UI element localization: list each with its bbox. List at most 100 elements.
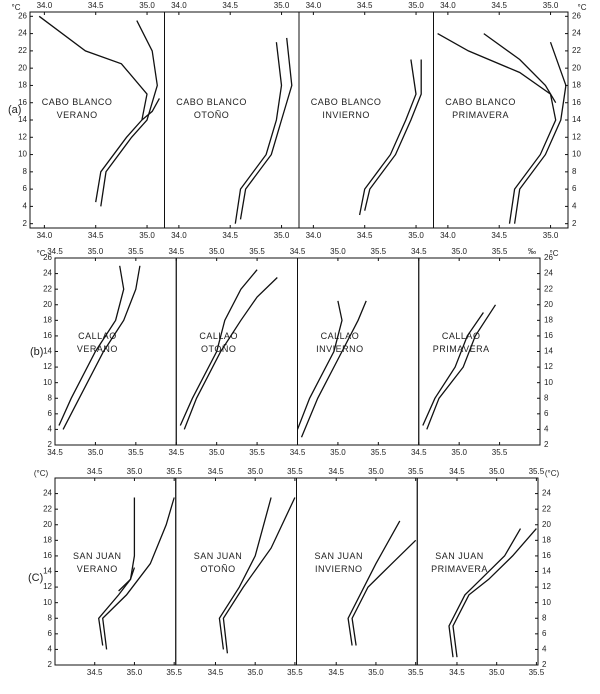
x-tick-label: 35.5 (492, 247, 508, 256)
y-tick-label: 8 (48, 393, 53, 402)
panel-title: SAN JUAN (194, 551, 243, 561)
x-tick-label: 34.5 (328, 467, 344, 476)
y-tick-label: 20 (544, 300, 553, 309)
x-tick-label: 35.5 (529, 467, 545, 476)
y-tick-label: 2 (572, 219, 577, 228)
x-tick-label: 35.5 (249, 448, 265, 457)
panel-frame (164, 11, 300, 229)
y-tick-label: 2 (48, 660, 53, 669)
y-tick-label: 12 (18, 132, 27, 141)
curves (98, 497, 175, 650)
x-tick-label: 34.5 (88, 1, 104, 10)
y-tick-label: 8 (542, 613, 547, 622)
y-axis-label: °C (37, 249, 46, 258)
x-tick-label: 35.5 (408, 467, 424, 476)
y-tick-label: 10 (43, 598, 52, 607)
x-tick-label: 35.5 (128, 247, 144, 256)
y-tick-label: 2 (544, 440, 549, 449)
x-tick-label: 34.5 (88, 231, 104, 240)
y-axis-label: (°C) (545, 469, 560, 478)
y-tick-label: 24 (572, 29, 581, 38)
y-tick-label: 20 (43, 300, 52, 309)
x-tick-label: 35.5 (249, 247, 265, 256)
x-tick-label: 35.0 (408, 231, 424, 240)
y-tick-label: 18 (43, 315, 52, 324)
y-tick-label: 20 (18, 63, 27, 72)
y-tick-label: 10 (544, 378, 553, 387)
curves (179, 269, 278, 430)
y-tick-label: 4 (572, 202, 577, 211)
x-tick-label: 34.5 (222, 1, 238, 10)
x-tick-label: 34.5 (87, 668, 103, 677)
panel-title: CABO BLANCO (311, 97, 382, 107)
panel-title: SAN JUAN (73, 551, 122, 561)
x-tick-label: 35.0 (330, 247, 346, 256)
ts-curve (426, 304, 497, 430)
y-tick-label: 4 (48, 425, 53, 434)
row-label: (a) (8, 104, 21, 116)
y-tick-label: 12 (43, 362, 52, 371)
x-tick-label: 34.5 (357, 1, 373, 10)
y-tick-label: 12 (43, 582, 52, 591)
y-tick-label: 6 (572, 184, 577, 193)
panel-subtitle: INVIERNO (315, 564, 363, 574)
y-tick-label: 14 (43, 567, 52, 576)
y-tick-label: 18 (43, 535, 52, 544)
y-tick-label: 6 (544, 409, 549, 418)
y-tick-label: 8 (572, 167, 577, 176)
ts-curve (358, 59, 417, 216)
panel-subtitle: OTOÑO (201, 344, 236, 354)
x-tick-label: 35.0 (88, 247, 104, 256)
x-tick-label: 34.5 (357, 231, 373, 240)
panel-subtitle: INVIERNO (316, 344, 364, 354)
ts-curve (483, 33, 557, 104)
x-tick-label: 35.5 (492, 448, 508, 457)
y-tick-label: 16 (544, 331, 553, 340)
x-tick-label: 35.5 (128, 448, 144, 457)
curves (437, 33, 567, 224)
x-tick-label: 34.5 (290, 448, 306, 457)
x-tick-label: 34.0 (171, 231, 187, 240)
curves (297, 300, 367, 438)
x-tick-label: 35.0 (451, 448, 467, 457)
x-tick-label: 35.0 (127, 467, 143, 476)
y-tick-label: 12 (572, 132, 581, 141)
y-tick-label: 8 (23, 167, 28, 176)
x-tick-label: 34.0 (306, 1, 322, 10)
curves (422, 304, 497, 430)
row-label: (C) (28, 572, 43, 584)
curves (58, 265, 141, 430)
x-tick-label: 35.0 (139, 1, 155, 10)
ts-curve (183, 277, 278, 430)
row-label: (b) (30, 346, 43, 358)
y-tick-label: 20 (572, 63, 581, 72)
ts-curve (218, 497, 272, 650)
y-tick-label: 26 (544, 253, 553, 262)
x-tick-label: 34.0 (440, 231, 456, 240)
y-axis-label: (°C) (34, 469, 49, 478)
y-tick-label: 24 (544, 269, 553, 278)
x-axis-label: ‰ (528, 247, 536, 256)
y-tick-label: 14 (43, 347, 52, 356)
x-tick-label: 35.0 (247, 668, 263, 677)
x-tick-label: 35.0 (209, 247, 225, 256)
y-tick-label: 18 (572, 81, 581, 90)
y-tick-label: 22 (43, 504, 52, 513)
x-tick-label: 35.0 (139, 231, 155, 240)
x-tick-label: 35.5 (166, 668, 182, 677)
x-tick-label: 34.5 (328, 668, 344, 677)
panel-subtitle: OTOÑO (200, 564, 235, 574)
y-tick-label: 26 (18, 11, 27, 20)
x-tick-label: 34.0 (37, 1, 53, 10)
y-tick-label: 2 (23, 219, 28, 228)
y-tick-label: 24 (43, 489, 52, 498)
curves (358, 59, 422, 216)
y-tick-label: 22 (18, 46, 27, 55)
x-tick-label: 35.0 (274, 231, 290, 240)
curves (347, 520, 417, 646)
ts-curve (38, 15, 148, 203)
x-tick-label: 35.0 (274, 1, 290, 10)
x-tick-label: 35.5 (408, 668, 424, 677)
ts-curve (234, 42, 283, 224)
y-tick-label: 16 (542, 551, 551, 560)
